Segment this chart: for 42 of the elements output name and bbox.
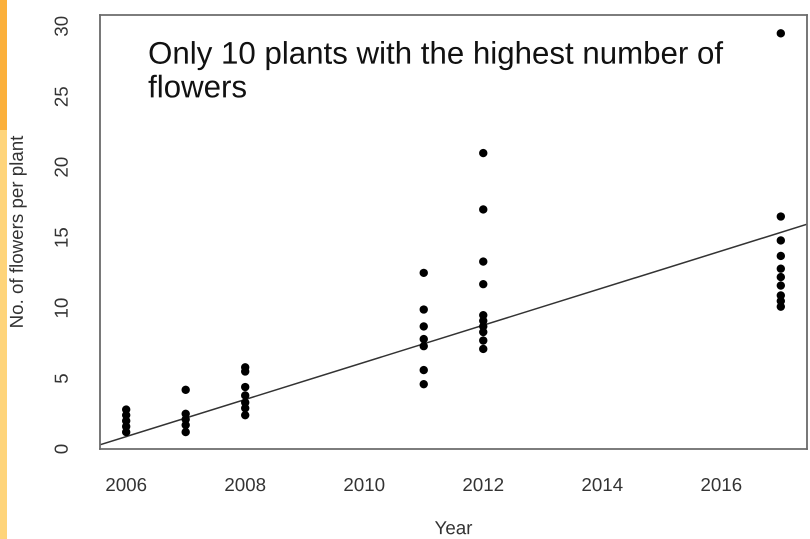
annotation: Only 10 plants with the highest number of flowers: [148, 41, 724, 98]
point: [479, 205, 488, 214]
y-tick-label: 0: [54, 444, 68, 454]
point: [182, 386, 190, 394]
point: [420, 322, 428, 331]
point: [479, 344, 488, 354]
point: [776, 264, 785, 273]
y-tick-label: 15: [54, 228, 68, 247]
point: [776, 212, 785, 221]
x-axis-title: Year: [434, 521, 472, 534]
point: [479, 280, 488, 288]
x-tick-label: 2008: [225, 478, 266, 492]
y-tick-label: 30: [54, 16, 68, 36]
point: [420, 268, 428, 278]
x-tick-label: 2016: [701, 478, 742, 492]
point: [479, 257, 488, 266]
point: [420, 366, 428, 374]
point: [420, 342, 428, 350]
point: [776, 236, 785, 245]
x-tick-label: 2012: [463, 478, 504, 492]
point: [241, 382, 250, 392]
y-tick-label: 5: [54, 374, 68, 384]
point: [420, 305, 428, 314]
y-axis-title: No. of flowers per plant: [9, 136, 27, 327]
point: [776, 281, 785, 290]
y-tick-label: 10: [54, 298, 68, 318]
point: [776, 252, 785, 260]
y-tick-label: 25: [54, 87, 68, 106]
point: [420, 380, 428, 388]
point: [182, 428, 190, 436]
point: [776, 272, 785, 282]
point: [479, 148, 488, 158]
point: [420, 334, 428, 344]
point: [479, 336, 488, 345]
x-tick-label: 2006: [106, 478, 146, 492]
point: [241, 411, 250, 420]
point: [776, 302, 785, 311]
y-tick-label: 20: [54, 157, 68, 177]
x-tick-label: 2014: [582, 478, 623, 492]
x-tick-label: 2010: [344, 478, 384, 492]
point: [776, 29, 785, 38]
point: [241, 391, 250, 400]
